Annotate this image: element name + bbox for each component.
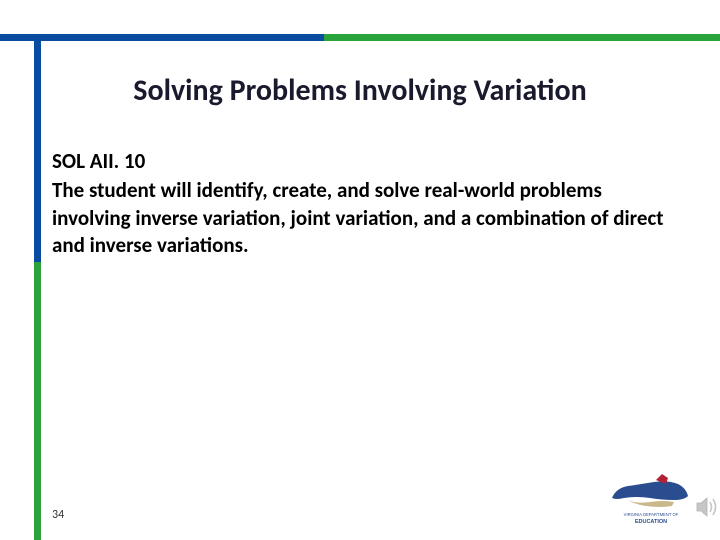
left-border-green — [34, 262, 41, 540]
logo-text-line1: VIRGINIA DEPARTMENT OF — [624, 512, 679, 517]
speaker-icon — [694, 494, 720, 520]
slide: Solving Problems Involving Variation SOL… — [0, 0, 720, 540]
top-border-blue — [0, 34, 324, 41]
sol-description: The student will identify, create, and s… — [52, 177, 680, 259]
left-border-blue — [34, 34, 41, 262]
top-border-green — [324, 34, 720, 41]
vdoe-logo: VIRGINIA DEPARTMENT OF EDUCATION — [606, 470, 696, 526]
slide-title: Solving Problems Involving Variation — [0, 72, 720, 109]
sol-label: SOL AII. 10 — [52, 148, 145, 174]
left-border — [34, 34, 41, 540]
top-border — [0, 34, 720, 41]
slide-body: SOL AII. 10 The student will identify, c… — [52, 148, 680, 259]
logo-text-line2: EDUCATION — [635, 519, 667, 525]
page-number: 34 — [52, 508, 64, 522]
